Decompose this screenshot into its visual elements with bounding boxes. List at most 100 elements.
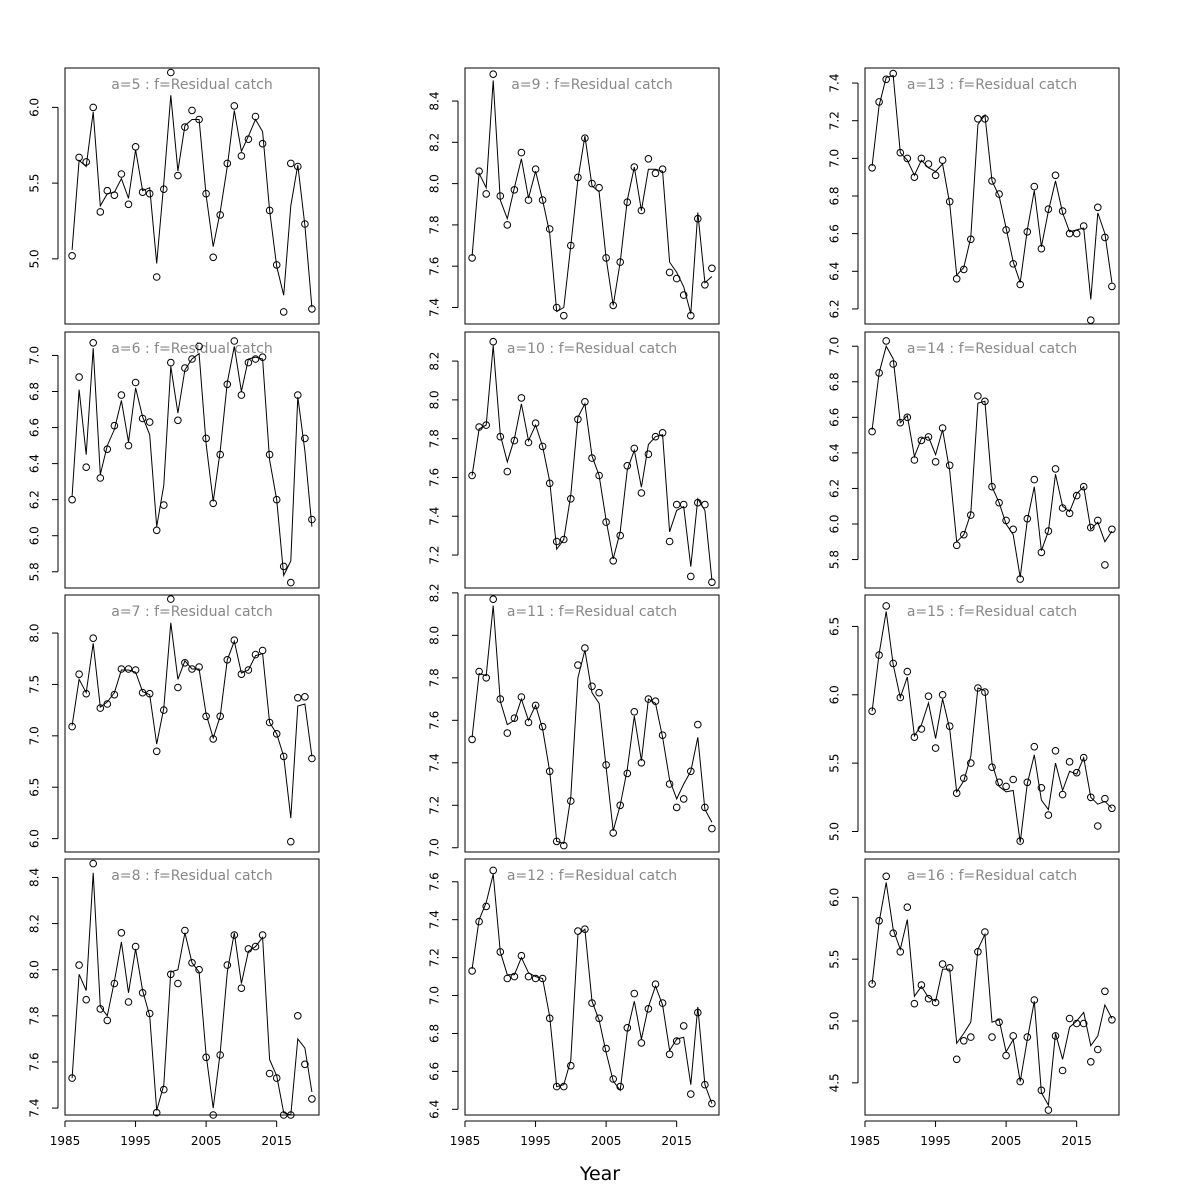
data-point — [489, 866, 498, 875]
data-point — [258, 646, 267, 655]
panel-title: a=7 : f=Residual catch — [111, 604, 272, 620]
data-point — [237, 670, 246, 679]
data-point — [545, 479, 554, 488]
data-point — [701, 803, 709, 812]
data-point — [609, 1075, 618, 1083]
panel-title: a=16 : f=Residual catch — [907, 868, 1077, 884]
data-point — [489, 337, 498, 346]
x-tick-label: 1995 — [520, 1134, 551, 1148]
data-point — [1030, 182, 1039, 191]
y-tick-label: 6.0 — [828, 888, 842, 907]
x-tick-label: 2005 — [991, 1134, 1022, 1148]
data-point — [124, 200, 133, 209]
panel-frame — [64, 331, 320, 589]
data-point — [152, 747, 161, 756]
data-point — [279, 562, 288, 571]
data-point — [82, 995, 90, 1004]
y-tick-label: 7.4 — [428, 298, 442, 317]
y-tick-label: 5.0 — [28, 249, 42, 268]
data-point — [524, 196, 533, 204]
data-point — [651, 169, 660, 178]
data-point — [131, 143, 140, 151]
data-point — [896, 148, 905, 157]
data-point — [265, 450, 274, 459]
y-tick-label: 5.0 — [828, 1011, 842, 1030]
data-point — [560, 1082, 568, 1091]
data-point — [910, 173, 919, 181]
data-point — [875, 651, 883, 659]
panel-title: a=10 : f=Residual catch — [507, 341, 677, 357]
y-tick-label: 7.2 — [428, 948, 442, 967]
data-point — [560, 311, 568, 320]
data-point — [1108, 525, 1116, 534]
data-point — [644, 1005, 653, 1013]
y-tick-label: 7.6 — [428, 711, 442, 730]
data-point — [110, 979, 119, 988]
series-line — [871, 611, 1113, 843]
data-point — [230, 102, 239, 110]
data-point — [602, 254, 610, 262]
data-point — [1016, 575, 1025, 583]
data-point — [188, 106, 196, 115]
data-point — [265, 1069, 274, 1078]
data-point — [258, 353, 267, 362]
data-point — [482, 674, 491, 682]
data-point — [931, 171, 940, 180]
data-point — [637, 206, 646, 215]
panel-10: a=8 : f=Residual catch 7.4 7.6 7.8 8.0 8.2 8.4… — [28, 858, 320, 1148]
series-line — [471, 874, 713, 1104]
data-point — [538, 442, 547, 451]
data-point — [1087, 1058, 1095, 1066]
panel-title: a=11 : f=Residual catch — [507, 604, 677, 620]
data-point — [468, 471, 476, 480]
panel-11: a=12 : f=Residual catch 6.4 6.6 6.8 7.0 7.2 7.… — [428, 858, 720, 1148]
data-point — [552, 837, 561, 846]
data-point — [595, 471, 603, 480]
data-point — [637, 489, 646, 497]
y-tick-label: 7.2 — [828, 111, 842, 130]
data-point — [868, 980, 876, 988]
y-tick-label: 7.0 — [828, 337, 842, 356]
data-point — [687, 572, 695, 581]
data-point — [216, 450, 224, 459]
data-point — [882, 75, 891, 84]
data-point — [637, 1039, 646, 1047]
data-point — [272, 495, 281, 504]
data-point — [181, 123, 189, 131]
data-point — [658, 429, 667, 437]
data-point — [931, 744, 940, 752]
data-point — [694, 1008, 702, 1017]
panel-frame — [64, 594, 320, 853]
y-tick-label: 6.5 — [28, 778, 42, 797]
data-point — [110, 690, 119, 699]
y-tick-label: 6.0 — [28, 526, 42, 545]
data-point — [117, 665, 126, 673]
data-point — [687, 311, 695, 320]
data-point — [952, 541, 961, 550]
data-point — [124, 441, 133, 450]
data-point — [882, 872, 891, 881]
data-point — [503, 729, 512, 737]
data-point — [903, 903, 912, 912]
data-point — [287, 159, 295, 168]
data-point — [195, 965, 203, 974]
data-point — [538, 974, 547, 983]
data-point — [651, 432, 660, 441]
data-point — [595, 183, 603, 192]
data-point — [510, 436, 519, 445]
data-point — [103, 445, 112, 454]
y-tick-label: 8.0 — [428, 626, 442, 645]
data-point — [574, 927, 582, 935]
y-tick-label: 7.0 — [28, 726, 42, 745]
y-tick-label: 7.0 — [28, 346, 42, 365]
data-point — [301, 220, 309, 228]
x-tick-label: 2005 — [191, 1134, 222, 1148]
data-point — [974, 948, 982, 956]
data-point — [644, 155, 653, 163]
data-point — [1002, 226, 1010, 234]
data-point — [545, 1014, 554, 1023]
data-point — [138, 989, 147, 997]
data-point — [145, 1009, 154, 1018]
data-point — [138, 688, 147, 697]
